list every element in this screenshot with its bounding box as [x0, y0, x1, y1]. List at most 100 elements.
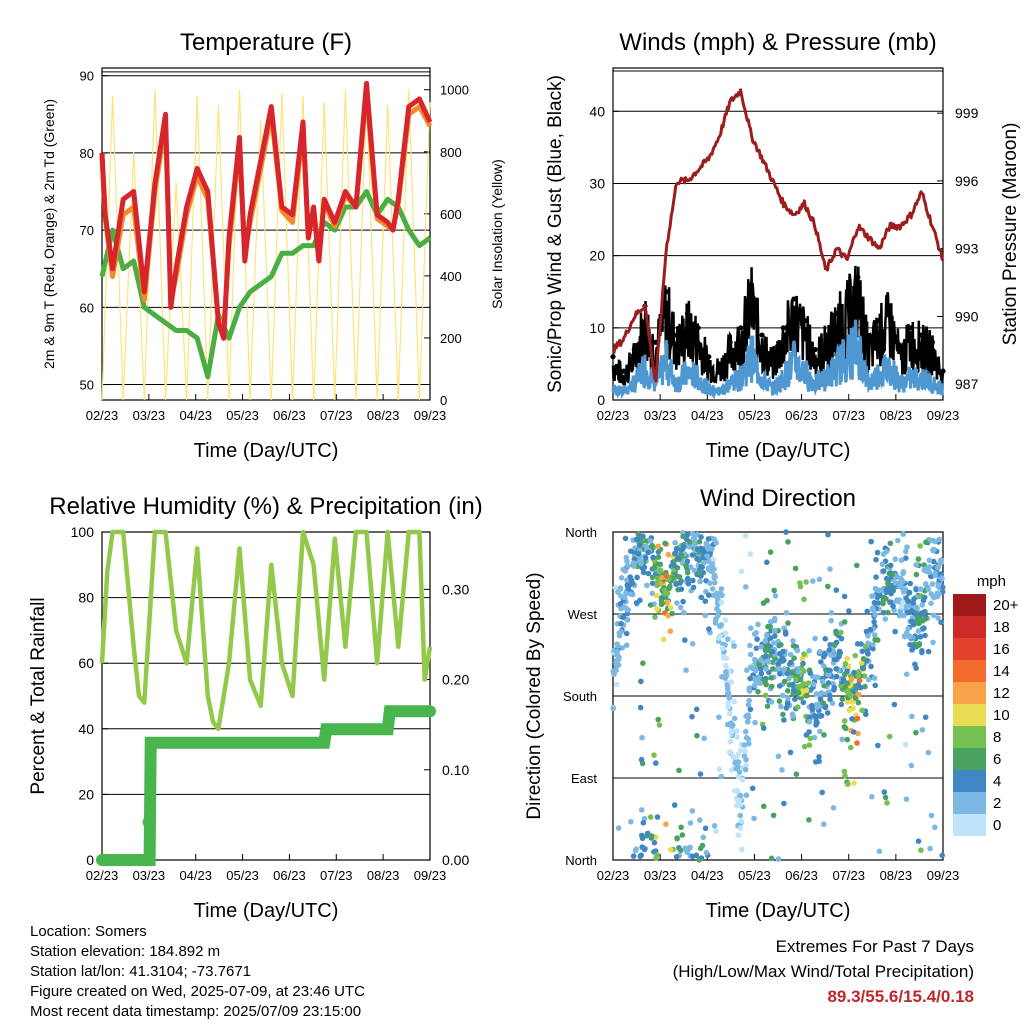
- direction-point: [715, 635, 722, 641]
- direction-point: [664, 590, 671, 597]
- direction-point: [925, 749, 932, 756]
- direction-point: [781, 800, 787, 807]
- direction-point: [763, 647, 769, 654]
- direction-point: [655, 554, 662, 560]
- direction-point: [725, 704, 731, 710]
- direction-point: [810, 578, 816, 584]
- direction-point: [915, 838, 922, 844]
- direction-point: [904, 609, 911, 616]
- direction-point: [770, 666, 776, 672]
- direction-point: [838, 635, 845, 642]
- direction-point: [797, 580, 803, 586]
- gust-point: [780, 325, 786, 331]
- direction-point: [825, 583, 831, 590]
- direction-point: [629, 580, 636, 587]
- y2-tick-label: 200: [440, 331, 462, 346]
- direction-point: [659, 600, 665, 607]
- direction-point: [638, 852, 644, 858]
- direction-point: [667, 847, 674, 853]
- direction-point: [733, 765, 739, 772]
- y-tick-label: 80: [80, 146, 94, 161]
- direction-point: [681, 609, 687, 616]
- direction-point: [849, 699, 856, 705]
- direction-point: [715, 608, 722, 615]
- direction-point: [913, 562, 919, 568]
- direction-point: [903, 671, 910, 678]
- direction-point: [671, 562, 677, 569]
- direction-point: [642, 555, 649, 561]
- direction-point: [818, 659, 824, 665]
- y2-tick-label: 800: [440, 145, 462, 160]
- direction-point: [742, 728, 749, 735]
- direction-point: [755, 621, 761, 628]
- direction-point: [767, 549, 774, 555]
- direction-point: [939, 575, 945, 582]
- direction-point: [649, 590, 656, 597]
- direction-point: [628, 591, 634, 597]
- direction-point: [758, 670, 765, 677]
- direction-point: [833, 587, 840, 593]
- direction-point: [753, 630, 759, 636]
- direction-point: [783, 705, 790, 711]
- legend-swatch: [953, 638, 986, 660]
- direction-point: [687, 844, 693, 851]
- direction-point: [828, 652, 834, 658]
- direction-point: [745, 702, 752, 708]
- x-tick-label: 03/23: [644, 408, 677, 423]
- direction-point: [647, 602, 654, 608]
- legend-label: 4: [993, 773, 1001, 790]
- direction-point: [803, 579, 809, 585]
- temp-series-group: [99, 80, 433, 401]
- y-tick-label: 0: [86, 852, 94, 868]
- direction-point: [870, 607, 877, 614]
- x-tick-label: 07/23: [320, 868, 353, 883]
- direction-point: [833, 666, 839, 672]
- direction-point: [771, 617, 778, 624]
- gust-point: [865, 339, 872, 345]
- direction-point: [734, 728, 740, 734]
- direction-point: [739, 846, 745, 853]
- y-tick-label: 50: [80, 378, 94, 393]
- direction-point: [813, 722, 819, 728]
- direction-point: [908, 634, 914, 640]
- direction-point: [881, 789, 888, 795]
- direction-point: [806, 647, 812, 654]
- direction-point: [691, 542, 698, 548]
- direction-point: [760, 725, 767, 731]
- direction-point: [752, 719, 758, 726]
- x-tick-label: 03/23: [133, 408, 166, 423]
- x-tick-label: 06/23: [273, 868, 306, 883]
- legend-title: mph: [977, 573, 1006, 590]
- direction-point: [616, 630, 623, 636]
- direction-point: [895, 598, 901, 605]
- direction-point: [790, 713, 796, 720]
- direction-point: [693, 706, 700, 713]
- direction-point: [897, 583, 903, 589]
- direction-point: [801, 743, 808, 750]
- direction-point: [617, 586, 624, 592]
- direction-point: [913, 729, 919, 736]
- direction-point: [839, 696, 846, 702]
- direction-point: [651, 752, 657, 758]
- x-axis-label: Time (Day/UTC): [706, 440, 851, 462]
- legend-label: 6: [993, 751, 1001, 768]
- direction-point: [728, 729, 735, 735]
- y-axis-label: Sonic/Prop Wind & Gust (Blue, Black): [545, 75, 566, 393]
- direction-point: [694, 546, 701, 553]
- x-tick-label: 04/23: [179, 408, 212, 423]
- direction-point: [836, 648, 843, 655]
- direction-point: [902, 741, 909, 748]
- direction-point: [768, 683, 775, 690]
- direction-point: [817, 696, 824, 702]
- direction-point: [671, 802, 678, 808]
- direction-point: [737, 825, 744, 831]
- plot-frame: [101, 531, 431, 861]
- direction-point: [821, 821, 827, 827]
- direction-point: [638, 560, 644, 567]
- x-tick-label: 05/23: [738, 408, 771, 423]
- x-tick-label: 06/23: [273, 408, 306, 423]
- direction-point: [735, 832, 742, 839]
- direction-point: [807, 670, 813, 676]
- gust-point: [919, 332, 925, 338]
- direction-point: [622, 535, 629, 542]
